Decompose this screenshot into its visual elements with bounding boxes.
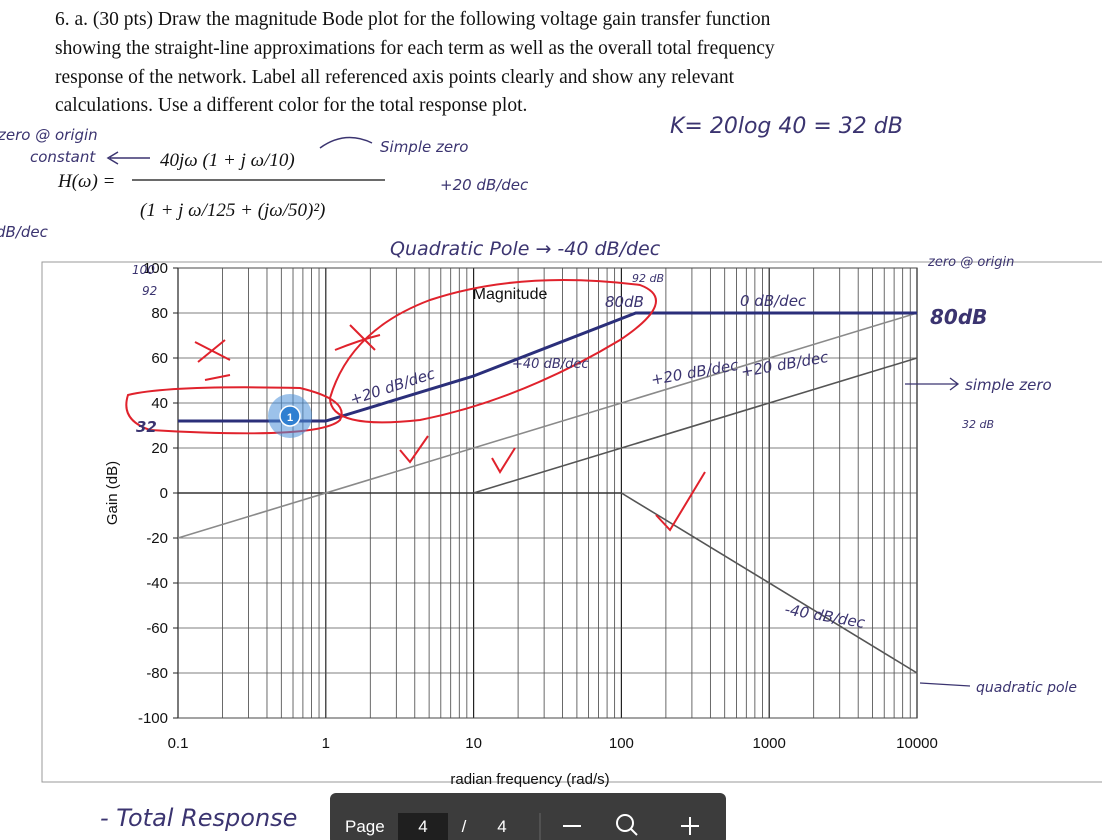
x-axis-label: radian frequency (rad/s): [450, 771, 609, 788]
annotation: 80dB: [930, 305, 987, 329]
y-tick-label: 0: [160, 485, 168, 502]
y-tick-label: 20: [151, 440, 168, 457]
annotation: quadratic pole: [976, 680, 1077, 696]
annotation: Simple zero: [380, 138, 468, 156]
x-tick-label: 10000: [896, 735, 938, 752]
x-tick-label: 0.1: [168, 735, 189, 752]
annotation: K= 20log 40 = 32 dB: [670, 114, 903, 139]
x-tick-label: 1: [322, 735, 330, 752]
annotation: 100: [132, 263, 155, 277]
annotation: 80dB: [605, 293, 644, 311]
zoom-in-button[interactable]: [681, 817, 699, 835]
annotation: simple zero: [965, 376, 1052, 394]
annotation: Quadratic Pole → -40 dB/dec: [390, 238, 661, 260]
check-mark: [655, 471, 706, 532]
marker[interactable]: [279, 405, 301, 427]
arrow: [905, 377, 960, 391]
page-separator: /: [462, 817, 467, 836]
annotation: constant: [30, 148, 96, 166]
annotation: - Total Response: [100, 804, 297, 832]
series-line: [473, 357, 918, 494]
x-tick-label: 10: [465, 735, 482, 752]
y-tick-label: -100: [138, 710, 168, 727]
chart-title: Magnitude: [473, 286, 548, 303]
formula-numerator: 40jω (1 + j ω/10): [160, 150, 295, 171]
chart: 0.1 1 10 100 1000 10000 100 80 60 40 20 0 -20 -40 -60 -…: [138, 260, 938, 752]
red-loop: [125, 386, 343, 435]
marker-label: 1: [287, 412, 293, 424]
annotation: 92: [142, 284, 157, 298]
toolbar: [330, 793, 726, 840]
y-tick-label: 60: [151, 350, 168, 367]
red-marks: [125, 279, 706, 532]
zoom-icon[interactable]: [616, 814, 634, 832]
y-tick-label: -20: [146, 530, 168, 547]
annotation: zero @ origin: [0, 126, 98, 144]
annotation: 32 dB: [962, 418, 994, 431]
page-input[interactable]: [398, 813, 448, 840]
annotation: 0 dB/dec: [740, 292, 807, 310]
annotation: zero @ origin: [927, 255, 1014, 270]
question-line: response of the network. Label all refer…: [55, 67, 735, 88]
y-tick-label: -60: [146, 620, 168, 637]
y-tick-label: 80: [151, 305, 168, 322]
red-scribble: [194, 339, 231, 381]
arrow: [319, 136, 373, 149]
formula-lhs: H(ω) =: [57, 171, 115, 192]
annotation: +20 dB/dec: [440, 176, 529, 194]
arrow: [919, 682, 971, 687]
page-current[interactable]: 4: [418, 817, 427, 836]
question-line: 6. a. (30 pts) Draw the magnitude Bode p…: [55, 9, 771, 30]
annotation: +40 dB/dec: [512, 357, 589, 372]
chart-frame: [41, 261, 1102, 783]
y-tick-label: -40: [146, 575, 168, 592]
zoom-fit-button[interactable]: [616, 814, 638, 836]
question-line: showing the straight-line approximations…: [55, 38, 775, 59]
series-line: [177, 312, 918, 539]
annotation: 92 dB: [632, 272, 664, 285]
y-tick-label: 40: [151, 395, 168, 412]
series-line: [620, 492, 918, 674]
red-scribble: [334, 324, 381, 351]
zoom-icon[interactable]: [630, 828, 638, 836]
x-tick-label: 100: [609, 735, 634, 752]
page-total: 4: [497, 817, 506, 836]
y-tick-label: 100: [143, 260, 168, 277]
arrow: [106, 151, 150, 165]
red-loop: [328, 279, 657, 424]
check-mark: [399, 435, 429, 464]
annotation: dB/dec: [0, 223, 49, 241]
formula-denominator: (1 + j ω/125 + (jω/50)²): [140, 200, 325, 221]
y-axis-label: Gain (dB): [104, 461, 121, 525]
check-mark: [491, 447, 516, 474]
page-label: Page: [345, 817, 385, 836]
annotation: 32: [136, 418, 157, 436]
question-line: calculations. Use a different color for …: [55, 95, 527, 116]
y-tick-label: -80: [146, 665, 168, 682]
x-tick-label: 1000: [753, 735, 786, 752]
